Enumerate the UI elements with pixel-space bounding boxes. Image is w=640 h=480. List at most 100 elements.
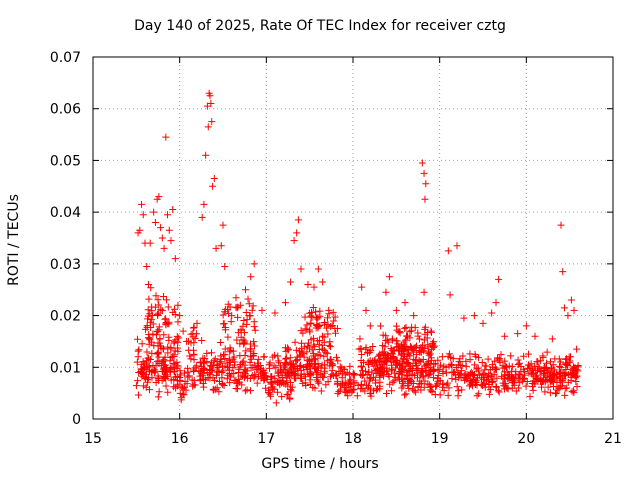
data-point (300, 371, 308, 379)
data-point (484, 355, 492, 363)
data-point (142, 375, 150, 383)
data-point (424, 372, 432, 380)
data-point (467, 368, 475, 376)
data-point (459, 352, 467, 360)
data-point (176, 367, 184, 375)
data-point (550, 372, 558, 380)
data-point (291, 338, 299, 346)
x-tick-label: 20 (517, 431, 535, 447)
data-point (336, 363, 344, 371)
data-point (520, 368, 528, 376)
data-point (169, 308, 177, 316)
data-point (213, 357, 221, 365)
data-point (201, 355, 209, 363)
data-point (431, 342, 439, 350)
data-point (179, 327, 187, 335)
data-point (316, 336, 324, 344)
data-point (254, 362, 262, 370)
data-point (146, 310, 154, 318)
data-point (198, 371, 206, 379)
data-point (553, 389, 561, 397)
data-point (198, 337, 206, 345)
data-point (176, 312, 184, 320)
data-point (522, 382, 530, 390)
data-point (272, 399, 280, 407)
data-point (196, 368, 204, 376)
data-point (381, 357, 389, 365)
data-point (158, 307, 166, 315)
data-point (240, 340, 248, 348)
data-point (243, 367, 251, 375)
data-point (316, 352, 324, 360)
data-point (318, 341, 326, 349)
data-point (157, 344, 165, 352)
y-tick-label: 0.02 (50, 309, 81, 325)
data-point (324, 330, 332, 338)
y-tick-label: 0 (72, 412, 81, 428)
data-point (355, 345, 363, 353)
data-point (326, 338, 334, 346)
data-point (248, 372, 256, 380)
data-point (444, 391, 452, 399)
data-point (356, 335, 364, 343)
data-point (568, 371, 576, 379)
data-point (304, 281, 312, 289)
data-point (407, 327, 415, 335)
data-point (505, 362, 513, 370)
data-point (184, 364, 192, 372)
data-point (180, 391, 188, 399)
data-point (237, 333, 245, 341)
data-point (162, 296, 170, 304)
data-point (284, 390, 292, 398)
data-point (141, 325, 149, 333)
data-point (343, 368, 351, 376)
data-point (230, 377, 238, 385)
data-point (430, 360, 438, 368)
data-point (475, 354, 483, 362)
data-point (573, 345, 581, 353)
data-point (286, 394, 294, 402)
data-point (489, 363, 497, 371)
data-point (311, 364, 319, 372)
data-point (539, 371, 547, 379)
data-point (174, 344, 182, 352)
data-point (165, 336, 173, 344)
data-point (418, 365, 426, 373)
data-point (282, 354, 290, 362)
data-point (412, 388, 420, 396)
data-point (479, 319, 487, 327)
data-point (170, 305, 178, 313)
data-point (570, 389, 578, 397)
data-point (397, 365, 405, 373)
data-point (504, 375, 512, 383)
data-point (426, 366, 434, 374)
data-point (299, 329, 307, 337)
grid-lines (93, 57, 613, 419)
data-point (144, 281, 152, 289)
data-point (136, 226, 144, 234)
data-point (219, 311, 227, 319)
data-point (401, 391, 409, 399)
data-point (495, 388, 503, 396)
data-point (312, 355, 320, 363)
data-point (206, 374, 214, 382)
data-point (429, 374, 437, 382)
data-point (156, 339, 164, 347)
data-point (573, 372, 581, 380)
axis-ticks (92, 56, 614, 420)
data-point (332, 371, 340, 379)
data-point (209, 182, 217, 190)
data-point (404, 375, 412, 383)
data-point (284, 369, 292, 377)
data-point (540, 377, 548, 385)
data-point (320, 352, 328, 360)
data-point (411, 324, 419, 332)
data-point (301, 325, 309, 333)
data-point (529, 386, 537, 394)
data-point (226, 369, 234, 377)
data-point (508, 367, 516, 375)
data-point (390, 346, 398, 354)
data-point (402, 390, 410, 398)
data-point (369, 342, 377, 350)
data-point (354, 381, 362, 389)
